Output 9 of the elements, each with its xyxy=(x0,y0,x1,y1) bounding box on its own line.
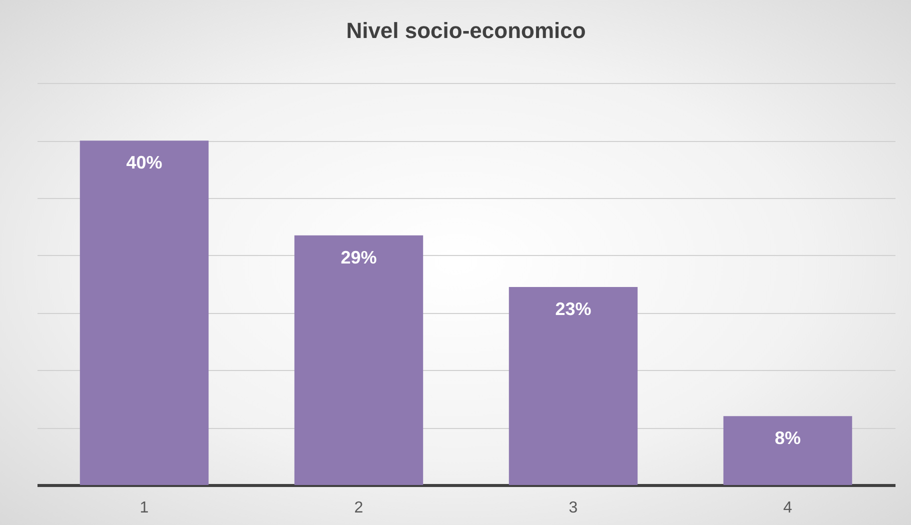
x-tick-label: 3 xyxy=(568,500,578,516)
data-label: 23% xyxy=(555,299,592,320)
x-tick-label: 2 xyxy=(354,500,364,516)
data-label: 29% xyxy=(340,247,377,268)
x-tick-label: 4 xyxy=(783,500,792,516)
data-label: 40% xyxy=(126,152,162,173)
x-tick-label: 1 xyxy=(140,500,149,516)
data-label: 8% xyxy=(774,428,801,448)
chart-title: Nivel socio-economico xyxy=(346,18,586,43)
